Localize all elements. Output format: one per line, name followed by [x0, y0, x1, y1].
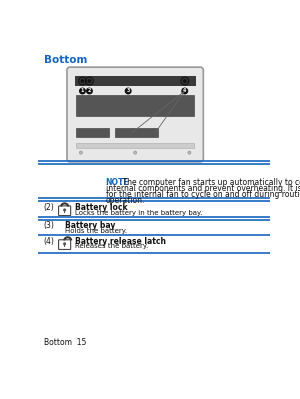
Circle shape — [63, 208, 66, 211]
Circle shape — [134, 151, 137, 154]
Bar — [115, 128, 158, 137]
Text: operation.: operation. — [106, 196, 145, 205]
Text: Battery release latch: Battery release latch — [75, 237, 166, 245]
Circle shape — [125, 87, 132, 95]
Text: 2: 2 — [88, 89, 91, 93]
Text: Battery lock: Battery lock — [75, 203, 127, 211]
FancyBboxPatch shape — [58, 240, 71, 249]
Circle shape — [88, 79, 92, 83]
Text: Releases the battery.: Releases the battery. — [75, 243, 148, 249]
Text: internal components and prevent overheating. It is normal: internal components and prevent overheat… — [106, 184, 300, 193]
Bar — [76, 143, 194, 148]
Text: Bottom  15: Bottom 15 — [44, 338, 86, 348]
FancyBboxPatch shape — [67, 67, 203, 162]
Circle shape — [63, 242, 66, 245]
Circle shape — [188, 151, 191, 154]
Text: 3: 3 — [127, 89, 130, 93]
Circle shape — [181, 87, 188, 95]
Bar — [76, 95, 194, 117]
Bar — [75, 75, 196, 86]
Text: for the internal fan to cycle on and off during routine: for the internal fan to cycle on and off… — [106, 190, 300, 200]
Text: Bottom: Bottom — [44, 55, 87, 65]
Bar — [64, 210, 65, 213]
Text: (4): (4) — [44, 237, 55, 245]
Text: NOTE: NOTE — [106, 178, 129, 187]
Circle shape — [86, 87, 93, 95]
Bar — [64, 244, 65, 247]
Text: (2): (2) — [44, 203, 55, 211]
Circle shape — [80, 79, 84, 83]
Text: Holds the battery.: Holds the battery. — [64, 228, 127, 234]
Text: :The computer fan starts up automatically to cool: :The computer fan starts up automaticall… — [120, 178, 300, 187]
Circle shape — [183, 79, 187, 83]
Circle shape — [80, 151, 82, 154]
FancyBboxPatch shape — [58, 206, 71, 215]
Text: 4: 4 — [183, 89, 186, 93]
Circle shape — [79, 87, 86, 95]
Text: Battery bay: Battery bay — [64, 221, 115, 230]
Bar — [76, 128, 109, 137]
Text: Locks the battery in the battery bay.: Locks the battery in the battery bay. — [75, 209, 202, 215]
Text: (3): (3) — [44, 221, 55, 230]
Text: 1: 1 — [81, 89, 84, 93]
